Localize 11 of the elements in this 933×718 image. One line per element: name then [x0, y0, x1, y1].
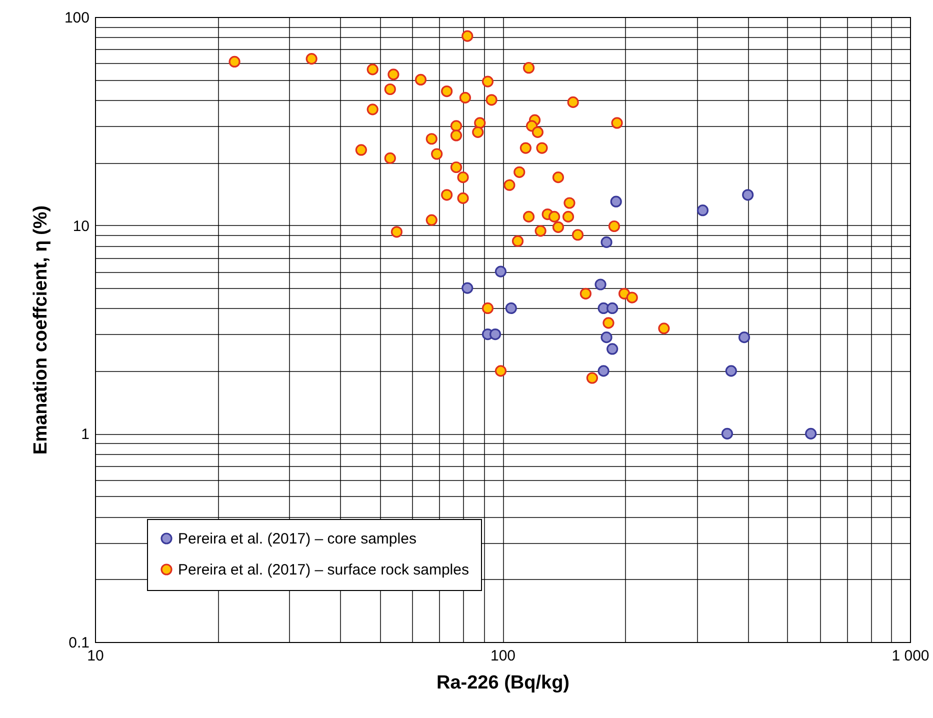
x-tick-label: 100	[490, 648, 516, 664]
y-tick-label: 10	[72, 218, 90, 235]
legend-label: Pereira et al. (2017) – surface rock samples	[178, 562, 469, 578]
y-tick-label: 0.1	[68, 634, 90, 652]
y-axis-title: Emanation coeffcient, η (%)	[30, 205, 52, 455]
legend-label: Pereira et al. (2017) – core samples	[178, 530, 416, 548]
x-tick-label: 1 000	[892, 648, 930, 664]
y-tick-label: 100	[64, 10, 90, 26]
y-tick-label: 1	[81, 426, 90, 444]
x-axis-title: Ra-226 (Bq/kg)	[436, 672, 570, 694]
x-tick-label: 10	[87, 648, 104, 664]
